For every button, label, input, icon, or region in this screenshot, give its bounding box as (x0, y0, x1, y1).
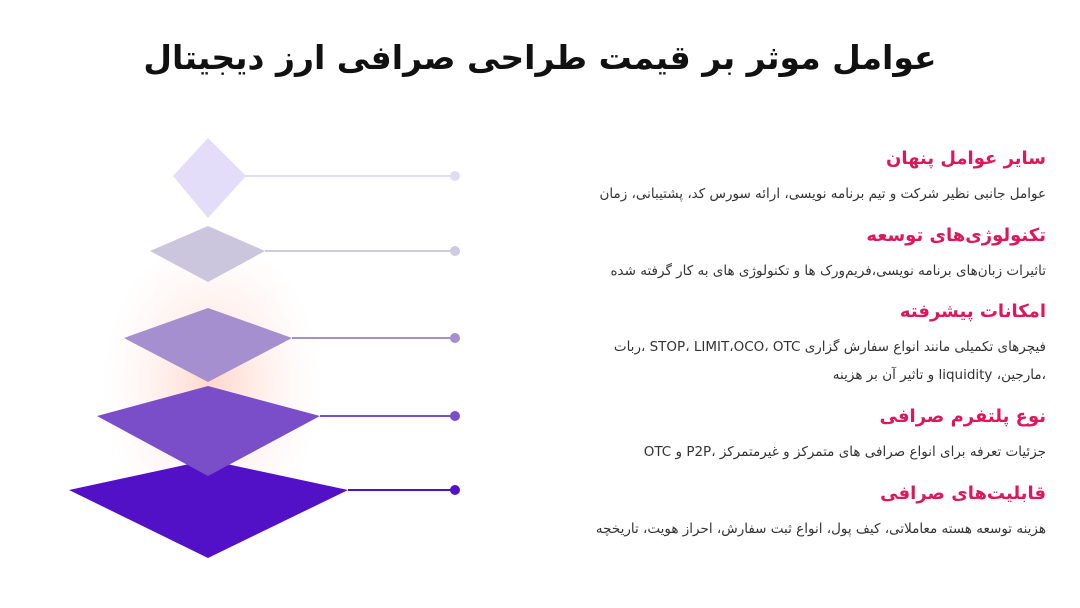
pyramid-level-2 (150, 226, 265, 282)
factor-title: نوع پلتفرم صرافی (879, 406, 1046, 427)
factor-description-line: فیچرهای تکمیلی مانند انواع سفارش گزاری S… (613, 339, 1046, 355)
connector-dot-4 (450, 411, 460, 421)
pyramid-level-1 (173, 138, 246, 218)
factor-description: عوامل جانبی نظیر شرکت و تیم برنامه نویسی… (446, 180, 1046, 208)
factor-description: فیچرهای تکمیلی مانند انواع سفارش گزاری S… (446, 333, 1046, 389)
factor-description-line: عوامل جانبی نظیر شرکت و تیم برنامه نویسی… (599, 186, 1046, 202)
factor-description-line: ،مارجین، liquidity و تاثیر آن بر هزینه (832, 367, 1046, 383)
factor-item-capabilities: قابلیت‌های صرافی هزینه توسعه هسته معاملا… (446, 481, 1046, 543)
factor-description-line: تاثیرات زبان‌های برنامه نویسی،فریم‌ورک ه… (610, 263, 1046, 279)
factor-item-platform-type: نوع پلتفرم صرافی جزئیات تعرفه برای انواع… (446, 404, 1046, 466)
factor-description-line: هزینه توسعه هسته معاملاتی، کیف پول، انوا… (595, 521, 1046, 537)
factor-title: قابلیت‌های صرافی (880, 483, 1046, 504)
page-title: عوامل موثر بر قیمت طراحی صرافی ارز دیجیت… (143, 38, 937, 77)
factor-title: سایر عوامل پنهان (885, 148, 1046, 169)
factor-title: امکانات پیشرفته (899, 301, 1046, 322)
factor-description: تاثیرات زبان‌های برنامه نویسی،فریم‌ورک ه… (446, 257, 1046, 285)
pyramid-level-4 (97, 386, 320, 476)
connector-dot-3 (450, 333, 460, 343)
pyramid-glow (102, 235, 322, 535)
connector-dot-2 (450, 246, 460, 256)
pyramid-level-5 (69, 460, 348, 558)
connector-dot-5 (450, 485, 460, 495)
factor-item-hidden: سایر عوامل پنهان عوامل جانبی نظیر شرکت و… (446, 146, 1046, 208)
factor-description-line: جزئیات تعرفه برای انواع صرافی های متمرکز… (643, 444, 1046, 460)
factor-title: تکنولوژی‌های توسعه (866, 225, 1046, 246)
factor-item-advanced-features: امکانات پیشرفته فیچرهای تکمیلی مانند انو… (446, 299, 1046, 389)
factor-description: هزینه توسعه هسته معاملاتی، کیف پول، انوا… (446, 515, 1046, 543)
pyramid-level-3 (124, 308, 292, 382)
factor-description: جزئیات تعرفه برای انواع صرافی های متمرکز… (446, 438, 1046, 466)
connector-dot-1 (450, 171, 460, 181)
factor-item-technologies: تکنولوژی‌های توسعه تاثیرات زبان‌های برنا… (446, 223, 1046, 285)
